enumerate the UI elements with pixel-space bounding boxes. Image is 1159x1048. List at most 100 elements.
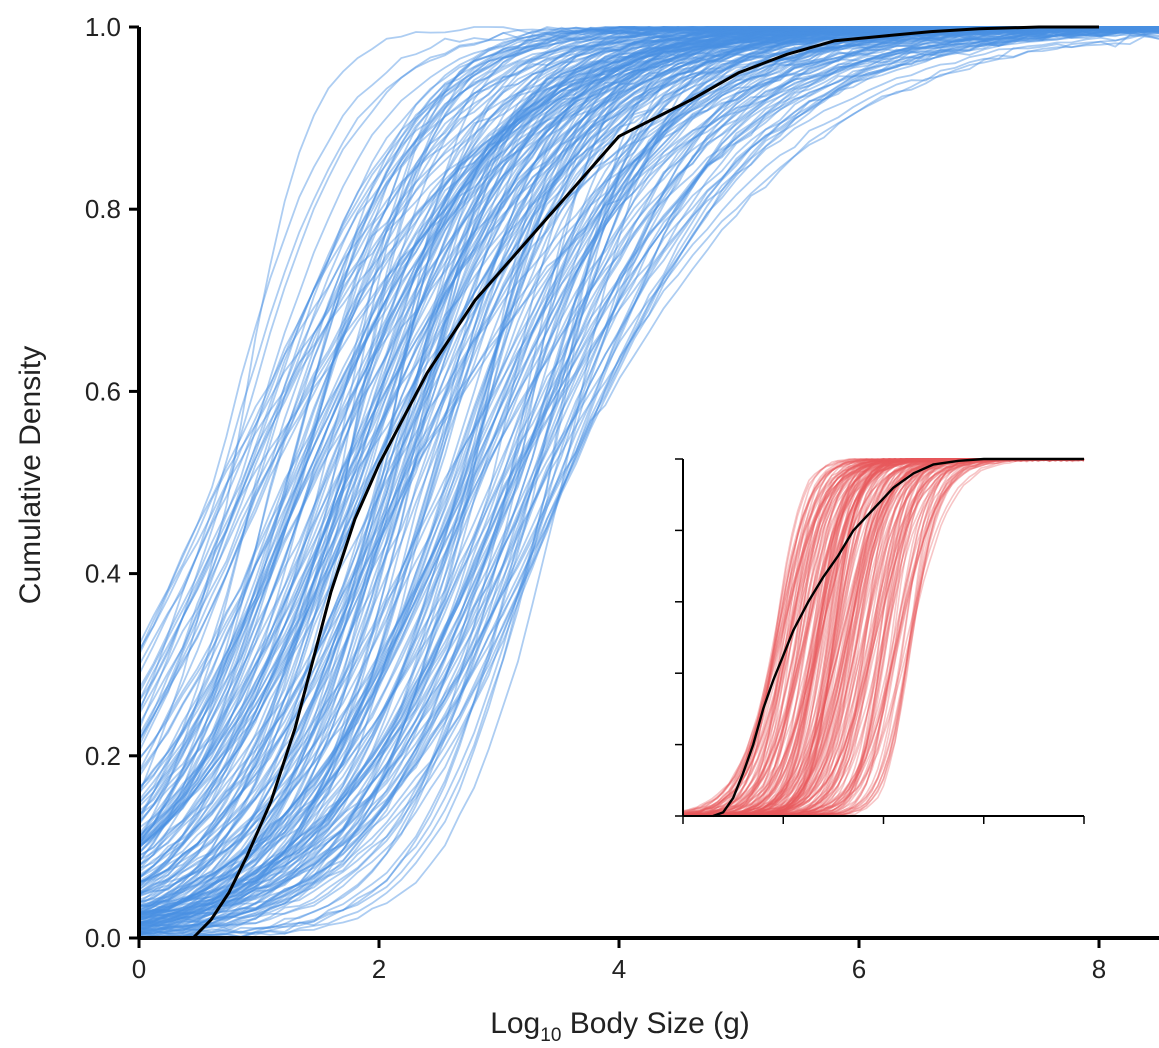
inset-ensemble-lines (682, 458, 1085, 817)
ensemble-line (138, 26, 1159, 929)
ensemble-line (138, 28, 1159, 932)
ensemble-line (138, 26, 1159, 888)
y-tick-label: 0.4 (85, 559, 121, 589)
ensemble-line (138, 28, 1159, 923)
ensemble-line (138, 26, 1159, 761)
ensemble-line (138, 27, 1159, 926)
ensemble-line (138, 26, 1159, 907)
y-tick-label: 0.8 (85, 194, 121, 224)
x-axis-title-main: Log (490, 1007, 540, 1040)
ensemble-line (138, 26, 1159, 925)
ensemble-line (138, 26, 1159, 838)
ensemble-line (138, 26, 1159, 886)
ensemble-line (138, 26, 1159, 916)
y-tick-label: 1.0 (85, 12, 121, 42)
ensemble-line (138, 26, 1159, 922)
ensemble-line (138, 26, 1159, 922)
ensemble-line (138, 31, 1159, 857)
ensemble-line (138, 26, 1159, 884)
y-tick-label: 0.0 (85, 923, 121, 953)
ensemble-line (138, 35, 1159, 919)
ensemble-line (682, 458, 1084, 817)
ensemble-line (138, 26, 1159, 936)
ensemble-line (138, 26, 1159, 796)
ensemble-line (138, 26, 1159, 702)
ensemble-line (138, 26, 1159, 935)
ensemble-line (138, 26, 1159, 933)
ensemble-line (138, 26, 1159, 908)
ensemble-line (138, 26, 1159, 883)
ensemble-line (138, 33, 1159, 915)
ensemble-line (682, 458, 1084, 815)
ensemble-line (138, 26, 1159, 812)
ensemble-line (138, 26, 1159, 922)
inset-chart (675, 457, 1085, 824)
ensemble-line (138, 26, 1159, 925)
ensemble-line (138, 29, 1159, 920)
x-tick-label: 8 (1092, 954, 1106, 984)
ensemble-line (138, 29, 1159, 925)
ensemble-line (138, 26, 1159, 846)
x-axis-title: Log10 Body Size (g) (490, 1007, 750, 1046)
x-tick-label: 6 (852, 954, 866, 984)
ensemble-line (138, 26, 1159, 916)
ensemble-line (138, 28, 1159, 914)
ensemble-line (138, 29, 1159, 883)
ensemble-line (138, 26, 1159, 916)
main-series-lines (191, 25, 1099, 940)
ensemble-line (138, 26, 1159, 790)
ensemble-line (138, 27, 1159, 924)
ensemble-line (138, 26, 1159, 926)
y-tick-label: 0.6 (85, 376, 121, 406)
ensemble-line (138, 26, 1159, 929)
ensemble-line (138, 26, 1159, 919)
ensemble-line (138, 26, 1159, 938)
ensemble-line (138, 26, 1159, 932)
ensemble-line (138, 26, 1159, 938)
ensemble-line (138, 26, 1159, 914)
ensemble-line (138, 26, 1159, 911)
ensemble-line (138, 26, 1159, 916)
ensemble-line (138, 26, 1159, 920)
ensemble-line (138, 26, 1159, 894)
inset-axes (675, 458, 1085, 824)
ensemble-line (138, 27, 1159, 927)
ensemble-line (138, 26, 1159, 889)
ensemble-line (138, 27, 1159, 846)
ensemble-line (138, 26, 1159, 913)
ensemble-line (138, 26, 1159, 933)
ensemble-line (138, 26, 1159, 824)
ensemble-line (138, 26, 1159, 934)
ensemble-line (138, 26, 1159, 935)
ensemble-line (138, 26, 1159, 816)
x-axis-title-rest: Body Size (g) (561, 1007, 749, 1040)
ensemble-line (138, 30, 1159, 895)
ensemble-line (138, 26, 1159, 778)
y-axis-title: Cumulative Density (14, 346, 47, 604)
ensemble-line (138, 26, 1159, 925)
ensemble-line (138, 26, 1159, 927)
ensemble-line (138, 26, 1159, 927)
ensemble-line (138, 26, 1159, 651)
ensemble-line (138, 27, 1159, 861)
ensemble-line (138, 26, 1159, 854)
ensemble-line (138, 27, 1159, 823)
ensemble-line (138, 26, 1159, 935)
ensemble-line (138, 26, 1159, 694)
main-ensemble-lines (138, 26, 1159, 939)
ensemble-line (138, 28, 1159, 925)
ensemble-line (138, 26, 1159, 925)
ensemble-line (138, 26, 1159, 841)
x-tick-label: 0 (132, 954, 146, 984)
ensemble-line (138, 26, 1159, 924)
x-axis-title-subscript: 10 (540, 1025, 561, 1046)
ensemble-line (138, 26, 1159, 890)
y-tick-label: 0.2 (85, 741, 121, 771)
ensemble-line (138, 34, 1159, 921)
ensemble-line (138, 26, 1159, 841)
ensemble-line (138, 29, 1159, 930)
ensemble-line (138, 26, 1159, 816)
ensemble-line (138, 26, 1159, 914)
inset-series-lines (712, 457, 1084, 818)
